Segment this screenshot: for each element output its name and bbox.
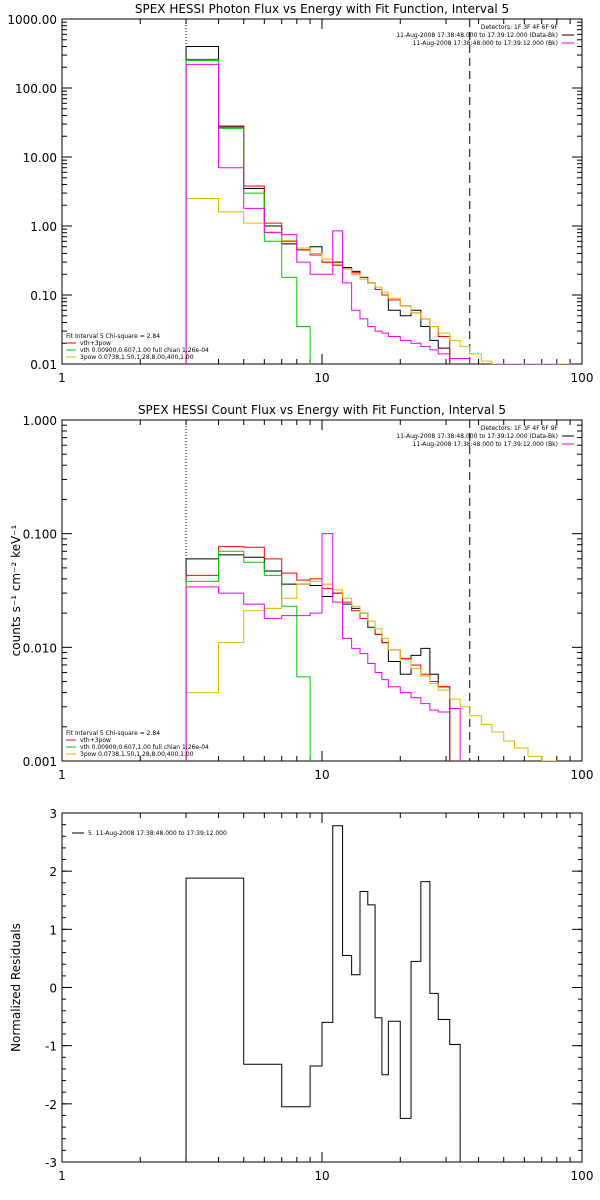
residuals-chart: Normalized Residuals 1 10 100 -3 -2 -1 0 1 2 3 5. 1… — [9, 807, 593, 1183]
x-tick-label: 10 — [314, 1169, 329, 1183]
series-3pow-0-0738-1-50-1-28-8-00-400-1-00 — [185, 580, 558, 761]
count-flux-chart: SPEX HESSI Count Flux vs Energy with Fit… — [9, 403, 593, 782]
legend: Fit Interval 5 Chi-square = 2.84vth+3pow… — [66, 333, 209, 361]
series-vth-3pow — [185, 58, 451, 364]
y-axis-ticks: -3 -2 -1 0 1 2 3 — [45, 807, 582, 1170]
series-11-aug-2008-17-38-48-000-to-17-39-12-000 — [185, 45, 451, 364]
chart-title: SPEX HESSI Count Flux vs Energy with Fit… — [138, 403, 506, 417]
series-11-aug-2008-17-38-48-000-to-17-39-12-000 — [185, 63, 471, 364]
series-vth-3pow — [185, 546, 451, 761]
series-group — [185, 45, 571, 364]
y-axis-label: Normalized Residuals — [9, 923, 23, 1052]
legend-label: vth+3pow — [80, 340, 111, 347]
header-line: 11-Aug-2008 17:38:48.000 to 17:39:12.000… — [413, 441, 558, 448]
y-tick-label: 0 — [49, 982, 57, 996]
legend-label: Fit Interval 5 Chi-square = 2.84 — [66, 333, 160, 340]
residuals-panel: Normalized Residuals 1 10 100 -3 -2 -1 0 1 2 3 5. 1… — [0, 800, 600, 1200]
series-group — [185, 825, 461, 1162]
legend: 5. 11-Aug-2008 17:38:48.000 to 17:39:12.… — [72, 830, 227, 837]
legend-label: Fit Interval 5 Chi-square = 2.84 — [66, 730, 160, 737]
y-tick-label: -1 — [45, 1040, 57, 1054]
x-tick-label: 100 — [571, 371, 594, 385]
legend-label: vth 0.00900,0.607,1.00 full chian 1.26e-… — [80, 744, 209, 751]
y-tick-label: 1 — [49, 923, 57, 937]
x-tick-label: 1 — [58, 371, 66, 385]
count-flux-panel: SPEX HESSI Count Flux vs Energy with Fit… — [0, 400, 600, 800]
series-11-aug-2008-17-38-48-000-to-17-39-12-000 — [185, 533, 461, 761]
plot-frame — [61, 18, 583, 365]
y-tick-label: 1000.00 — [7, 13, 57, 27]
x-tick-label: 10 — [314, 768, 329, 782]
y-tick-label: 2 — [49, 865, 57, 879]
y-tick-label: 3 — [49, 807, 57, 821]
series-3pow-0-0738-1-50-1-28-8-00-400-1-00 — [185, 198, 571, 364]
y-tick-label: 100.00 — [15, 82, 57, 96]
y-tick-label: 0.010 — [23, 641, 57, 655]
y-tick-label: 0.10 — [30, 289, 57, 303]
legend-label: vth+3pow — [80, 737, 111, 744]
y-tick-label: 0.01 — [30, 358, 57, 372]
x-tick-label: 10 — [314, 371, 329, 385]
y-tick-label: 0.100 — [23, 528, 57, 542]
x-tick-label: 100 — [571, 768, 594, 782]
header-line: 11-Aug-2008 17:38:48.000 to 17:39:12.000… — [413, 40, 558, 47]
header-line: Detectors: 1F 3F 4F 6F 9F — [481, 425, 559, 432]
header-line: 11-Aug-2008 17:38:48.000 to 17:39:12.000… — [396, 32, 558, 39]
legend-label: 3pow 0.0738,1.50,1.28,8.00,400,1.00 — [80, 751, 194, 758]
y-tick-label: -3 — [45, 1156, 57, 1170]
photon-flux-chart: SPEX HESSI Photon Flux vs Energy with Fi… — [7, 2, 593, 385]
legend-label: vth 0.00900,0.607,1.00 full chian 1.26e-… — [80, 347, 209, 354]
series-group — [185, 533, 558, 761]
legend: Fit Interval 5 Chi-square = 2.84vth+3pow… — [66, 730, 209, 758]
legend-label: 5. 11-Aug-2008 17:38:48.000 to 17:39:12.… — [88, 830, 227, 837]
y-axis-ticks: 0.001 0.010 0.100 1.000 — [23, 414, 582, 769]
y-tick-label: 0.001 — [23, 755, 57, 769]
x-axis-ticks: 1 10 100 — [58, 420, 593, 782]
y-tick-label: 1.000 — [23, 414, 57, 428]
y-tick-label: 1.00 — [30, 220, 57, 234]
chart-title: SPEX HESSI Photon Flux vs Energy with Fi… — [135, 2, 509, 16]
series-vth-0-00900-0-607-1-00-full-chian-1-26e- — [185, 60, 311, 364]
series-5-11-aug-2008-17-38-48-000-to-17-39-12-0 — [185, 825, 461, 1162]
y-axis-ticks: 0.01 0.10 1.00 10.00 100.00 1000.00 — [7, 13, 582, 372]
x-axis-ticks: 1 10 100 — [58, 813, 593, 1183]
series-vth-0-00900-0-607-1-00-full-chian-1-26e- — [185, 550, 311, 761]
plot-frame — [61, 812, 583, 1163]
x-axis-ticks: 1 10 100 — [58, 19, 593, 385]
y-tick-label: -2 — [45, 1098, 57, 1112]
header-line: Detectors: 1F 3F 4F 6F 9F — [481, 24, 559, 31]
y-axis-label: counts s⁻¹ cm⁻² keV⁻¹ — [9, 524, 23, 656]
y-tick-label: 10.00 — [23, 151, 57, 165]
x-tick-label: 1 — [58, 1169, 66, 1183]
x-tick-label: 1 — [58, 768, 66, 782]
header-line: 11-Aug-2008 17:38:48.000 to 17:39:12.000… — [396, 433, 558, 440]
legend-label: 3pow 0.0738,1.50,1.28,8.00,400,1.00 — [80, 354, 194, 361]
photon-flux-panel: SPEX HESSI Photon Flux vs Energy with Fi… — [0, 0, 600, 400]
series-11-aug-2008-17-38-48-000-to-17-39-12-000 — [185, 554, 451, 761]
x-tick-label: 100 — [571, 1169, 594, 1183]
